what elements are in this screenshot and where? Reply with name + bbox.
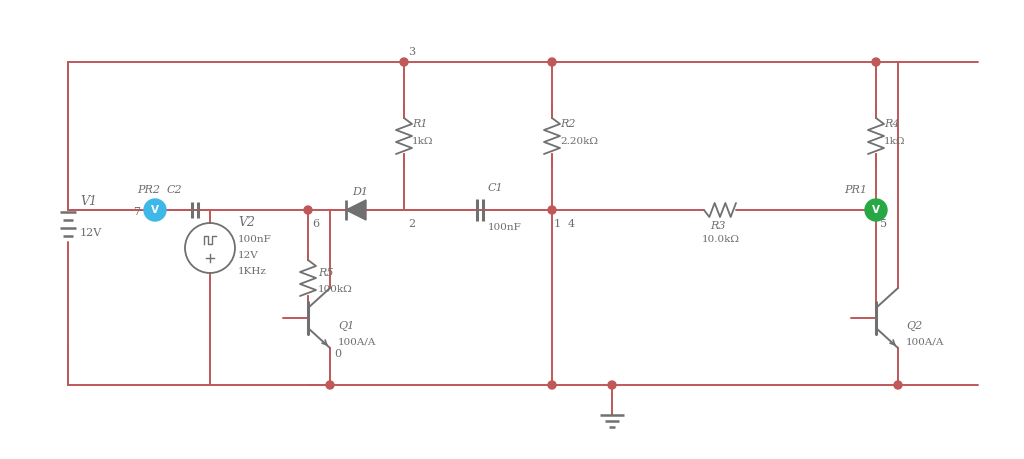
Text: R4: R4: [884, 119, 899, 129]
Text: 100nF: 100nF: [238, 235, 271, 245]
Text: 1kΩ: 1kΩ: [884, 136, 905, 146]
Text: V1: V1: [80, 195, 97, 208]
Text: 100A/A: 100A/A: [906, 337, 944, 347]
Text: R2: R2: [560, 119, 575, 129]
Text: 100nF: 100nF: [488, 224, 522, 233]
Text: PR1: PR1: [844, 185, 867, 195]
Circle shape: [400, 58, 408, 66]
Circle shape: [548, 206, 556, 214]
Circle shape: [548, 381, 556, 389]
Text: R3: R3: [710, 221, 725, 231]
Text: V: V: [872, 205, 880, 215]
Text: 1: 1: [554, 219, 561, 229]
Text: 10.0kΩ: 10.0kΩ: [702, 235, 740, 245]
Text: 7: 7: [133, 207, 140, 217]
Text: V2: V2: [238, 217, 255, 230]
Circle shape: [872, 206, 880, 214]
Polygon shape: [346, 200, 366, 220]
Text: R5: R5: [318, 268, 334, 278]
Text: C1: C1: [488, 183, 504, 193]
Text: 5: 5: [880, 219, 887, 229]
Circle shape: [894, 381, 902, 389]
Text: 6: 6: [312, 219, 319, 229]
Text: D1: D1: [352, 187, 368, 197]
Circle shape: [144, 199, 166, 221]
Circle shape: [608, 381, 616, 389]
Text: 1kΩ: 1kΩ: [412, 136, 433, 146]
Text: Q1: Q1: [338, 321, 354, 331]
Text: 2.20kΩ: 2.20kΩ: [560, 136, 598, 146]
Text: PR2: PR2: [137, 185, 160, 195]
Text: 12V: 12V: [238, 252, 259, 261]
Circle shape: [548, 58, 556, 66]
Text: V: V: [151, 205, 159, 215]
Text: 100A/A: 100A/A: [338, 337, 377, 347]
Text: 4: 4: [568, 219, 575, 229]
Text: 100kΩ: 100kΩ: [318, 285, 352, 295]
Circle shape: [304, 206, 312, 214]
Circle shape: [326, 381, 334, 389]
Text: C2: C2: [167, 185, 182, 195]
Text: 2: 2: [408, 219, 415, 229]
Circle shape: [872, 58, 880, 66]
Text: 3: 3: [408, 47, 415, 57]
Text: 0: 0: [334, 349, 341, 359]
Text: Q2: Q2: [906, 321, 923, 331]
Text: R1: R1: [412, 119, 427, 129]
Circle shape: [865, 199, 887, 221]
Text: 1KHz: 1KHz: [238, 267, 267, 275]
Text: 12V: 12V: [80, 229, 102, 239]
